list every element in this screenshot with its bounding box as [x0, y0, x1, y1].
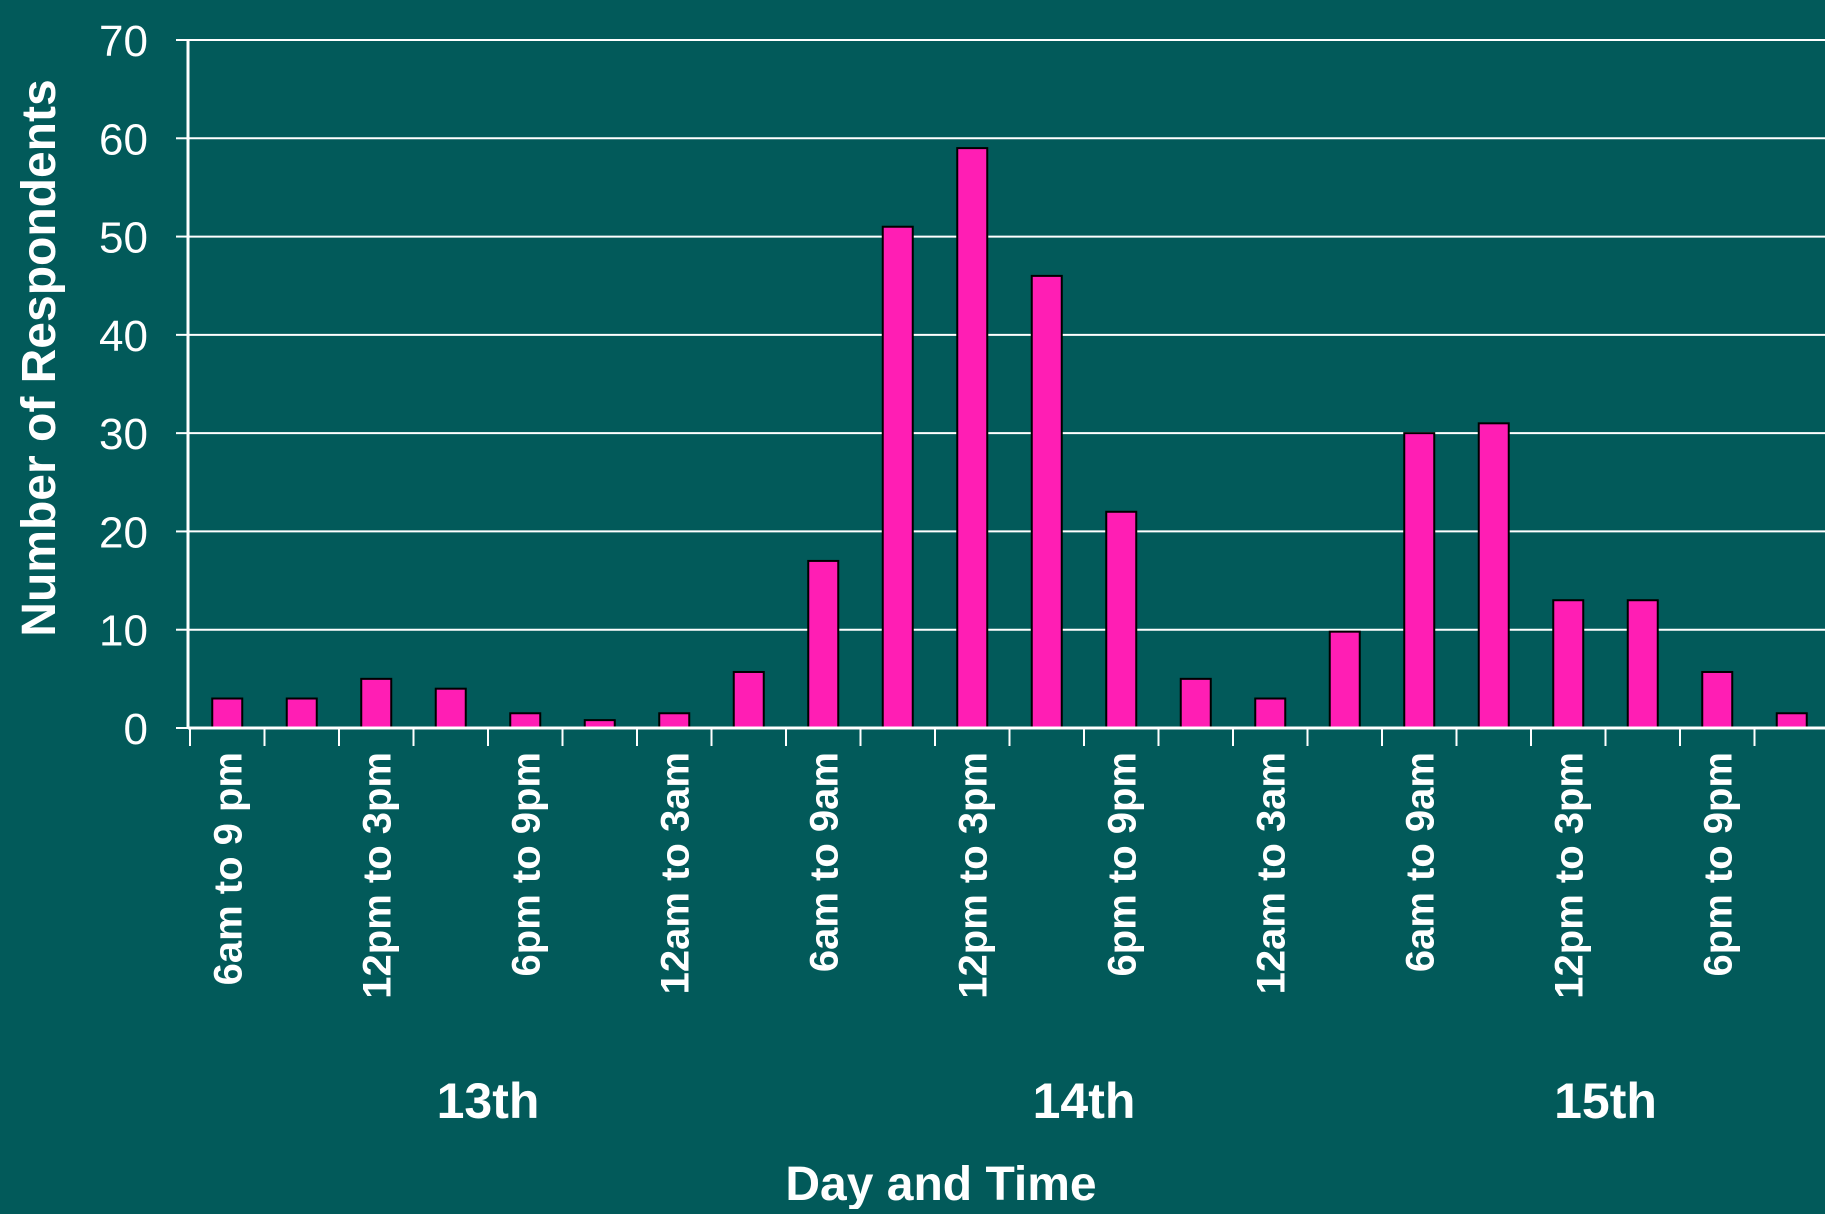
bar [211, 697, 244, 729]
y-axis-label: Number of Respondents [13, 79, 66, 636]
bar [1403, 432, 1436, 729]
y-tick-label: 0 [124, 705, 148, 754]
bar [1105, 510, 1138, 729]
axes [176, 39, 1825, 746]
group-label: 15th [1554, 1073, 1657, 1129]
group-label: 14th [1033, 1073, 1136, 1129]
bar [732, 670, 765, 730]
x-tick-label: 6am to 9am [802, 752, 846, 972]
bars [211, 147, 1808, 730]
bar [434, 687, 467, 730]
bar [1477, 422, 1510, 729]
labels: 0 10 20 30 40 50 60 70 6am to 9 pm 12pm to 3pm 6pm… [99, 17, 1740, 1129]
y-tick-label: 60 [99, 115, 148, 164]
x-tick-label: 12pm to 3pm [951, 752, 995, 999]
x-tick-label: 6pm to 9pm [1100, 752, 1144, 976]
x-tick-label: 6pm to 9pm [504, 752, 548, 976]
bar [956, 147, 989, 730]
x-tick-label: 6am to 9am [1398, 752, 1442, 972]
x-tick-label: 6pm to 9pm [1696, 752, 1740, 976]
y-tick-label: 50 [99, 214, 148, 263]
bar [881, 225, 914, 729]
bar [360, 677, 393, 729]
x-tick-label: 12pm to 3pm [1547, 752, 1591, 999]
bar [1030, 274, 1063, 729]
x-axis-label: Day and Time [785, 1158, 1096, 1209]
y-tick-label: 30 [99, 410, 148, 459]
x-tick-label: 12am to 3am [653, 752, 697, 994]
bar [1179, 677, 1212, 729]
y-tick-label: 40 [99, 312, 148, 361]
gridlines [188, 39, 1825, 631]
x-tick-label: 6am to 9 pm [206, 752, 250, 985]
bar [1626, 599, 1659, 730]
bar [1552, 599, 1585, 730]
bar [1775, 712, 1808, 729]
bar [285, 697, 318, 729]
bar [1328, 630, 1361, 729]
bar [807, 559, 840, 730]
bar [1701, 670, 1734, 730]
y-tick-label: 10 [99, 607, 148, 656]
x-tick-label: 12am to 3am [1249, 752, 1293, 994]
bar [509, 712, 542, 729]
y-tick-label: 70 [99, 17, 148, 66]
y-tick-label: 20 [99, 508, 148, 557]
bar [1254, 697, 1287, 729]
x-tick-label: 12pm to 3pm [355, 752, 399, 999]
group-label: 13th [437, 1073, 540, 1129]
bar [658, 712, 691, 729]
